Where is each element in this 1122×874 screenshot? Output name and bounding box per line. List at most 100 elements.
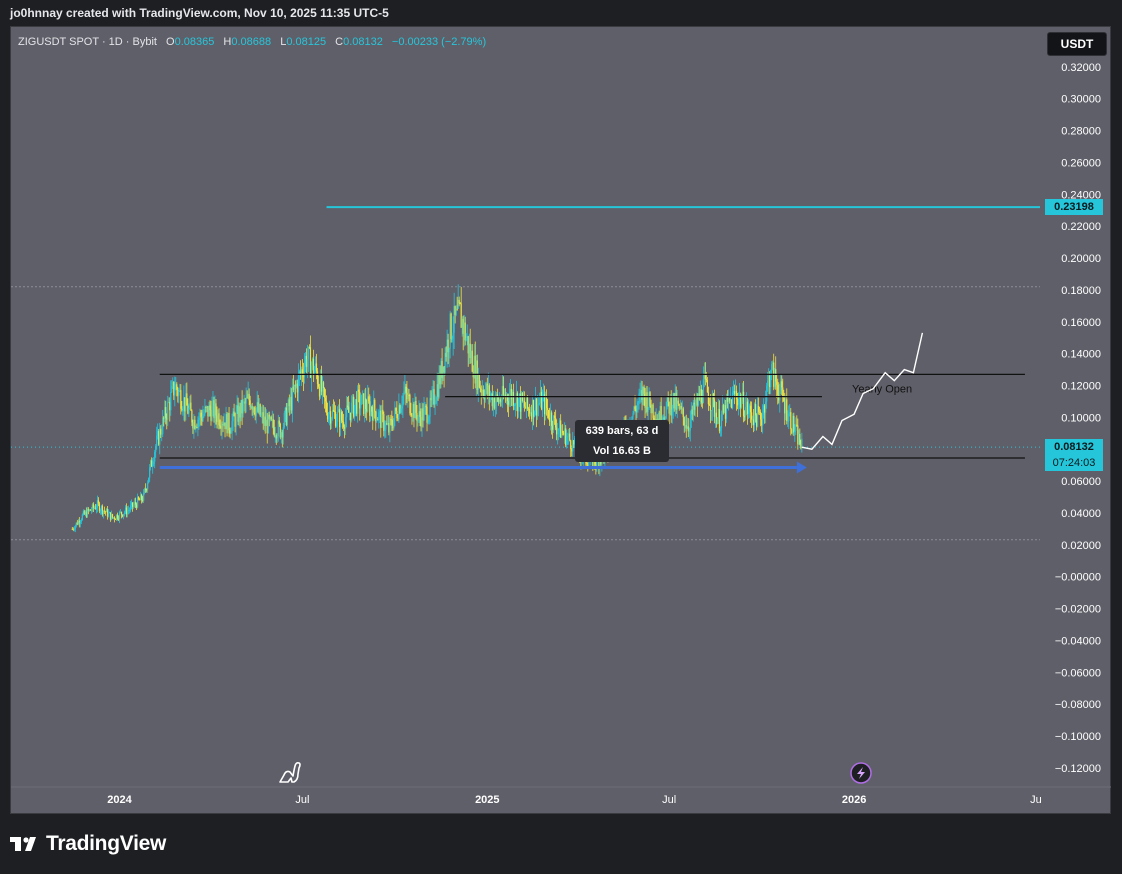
candle: [463, 314, 465, 347]
candle: [158, 429, 160, 446]
candle-body: [315, 363, 318, 372]
candle: [364, 389, 366, 423]
candle: [259, 403, 261, 418]
candle-body: [348, 407, 350, 413]
candle-body: [471, 350, 473, 372]
candle: [695, 392, 697, 407]
candle: [212, 391, 214, 417]
candle-body: [694, 403, 696, 410]
candle-body: [263, 416, 265, 424]
candle-body: [737, 399, 740, 406]
candle: [273, 419, 275, 438]
tooltip-volume: Vol 16.63 B: [593, 445, 651, 457]
candle: [442, 366, 444, 381]
candle: [107, 509, 110, 518]
candle: [376, 408, 378, 423]
candle-body: [147, 483, 149, 490]
candle-body: [314, 363, 317, 370]
candle: [503, 388, 505, 397]
tradingview-logo[interactable]: TradingView: [10, 832, 166, 856]
candle-body: [731, 392, 734, 409]
candle-body: [85, 511, 87, 517]
candle-body: [564, 428, 566, 435]
candle-body: [762, 414, 764, 426]
candle: [439, 365, 441, 389]
lightning-icon[interactable]: [850, 762, 872, 784]
candle-body: [240, 399, 242, 418]
candle: [242, 399, 244, 418]
candle-body: [548, 409, 550, 418]
candle: [72, 527, 74, 532]
candle-body: [748, 405, 751, 411]
candle: [677, 397, 679, 406]
candle: [437, 372, 439, 401]
candle: [359, 384, 361, 421]
candle-body: [756, 415, 758, 427]
candle: [767, 371, 769, 392]
candle-body: [181, 408, 183, 411]
candle: [763, 398, 765, 419]
candle: [204, 398, 206, 417]
candle: [246, 390, 248, 399]
candle-body: [464, 322, 466, 341]
candle: [388, 414, 390, 436]
candle-body: [747, 410, 750, 415]
candle-body: [746, 401, 749, 415]
candle: [795, 417, 797, 435]
candle-body: [639, 392, 641, 394]
x-tick-label: Jul: [295, 794, 309, 806]
candle-body: [439, 373, 441, 385]
candle: [293, 384, 295, 395]
candle-body: [443, 366, 445, 373]
candle-body: [269, 416, 271, 420]
ohlc-legend: ZIGUSDT SPOT · 1D · Bybit O0.08365 H0.08…: [18, 36, 486, 48]
candle-body: [644, 394, 646, 408]
candle-body: [531, 399, 534, 419]
candle-body: [384, 429, 386, 431]
candle: [206, 405, 208, 413]
candle-body: [710, 410, 713, 412]
candle: [188, 403, 190, 417]
chart-caption: jo0hnnay created with TradingView.com, N…: [10, 6, 389, 20]
candle-body: [474, 355, 476, 384]
candle: [166, 413, 168, 430]
x-tick-label: Jul: [662, 794, 676, 806]
candle-body: [571, 449, 573, 452]
candle-body: [459, 303, 461, 305]
candle-body: [586, 462, 588, 465]
candle-body: [755, 404, 757, 416]
candle: [397, 413, 399, 422]
candle-body: [151, 460, 153, 467]
candle: [287, 397, 289, 413]
candle: [225, 406, 227, 430]
candle: [692, 399, 694, 422]
tooltip-bars: 639 bars, 63 d: [585, 425, 659, 437]
candle: [449, 310, 451, 359]
candle-body: [399, 405, 401, 413]
candle: [120, 511, 123, 519]
candle: [175, 377, 177, 391]
dino-icon: [279, 762, 301, 783]
currency-selector[interactable]: USDT: [1047, 32, 1107, 56]
y-tick-label: −0.04000: [1055, 635, 1101, 647]
candle: [433, 380, 435, 408]
candle-body: [456, 308, 458, 310]
candle: [641, 381, 643, 411]
candle: [786, 388, 788, 425]
candle: [502, 376, 504, 400]
candle: [208, 401, 210, 417]
candle-body: [296, 383, 298, 393]
candle-body: [152, 464, 154, 467]
symbol-label[interactable]: ZIGUSDT SPOT · 1D · Bybit: [18, 36, 157, 48]
candle-body: [195, 427, 197, 429]
candle: [686, 417, 688, 430]
candle-body: [98, 503, 101, 512]
candle: [144, 487, 146, 495]
candle-body: [328, 411, 331, 415]
candle: [499, 396, 501, 407]
candle-body: [389, 419, 391, 433]
candle-body: [657, 418, 659, 421]
candle: [338, 399, 341, 437]
candle-body: [725, 397, 728, 419]
